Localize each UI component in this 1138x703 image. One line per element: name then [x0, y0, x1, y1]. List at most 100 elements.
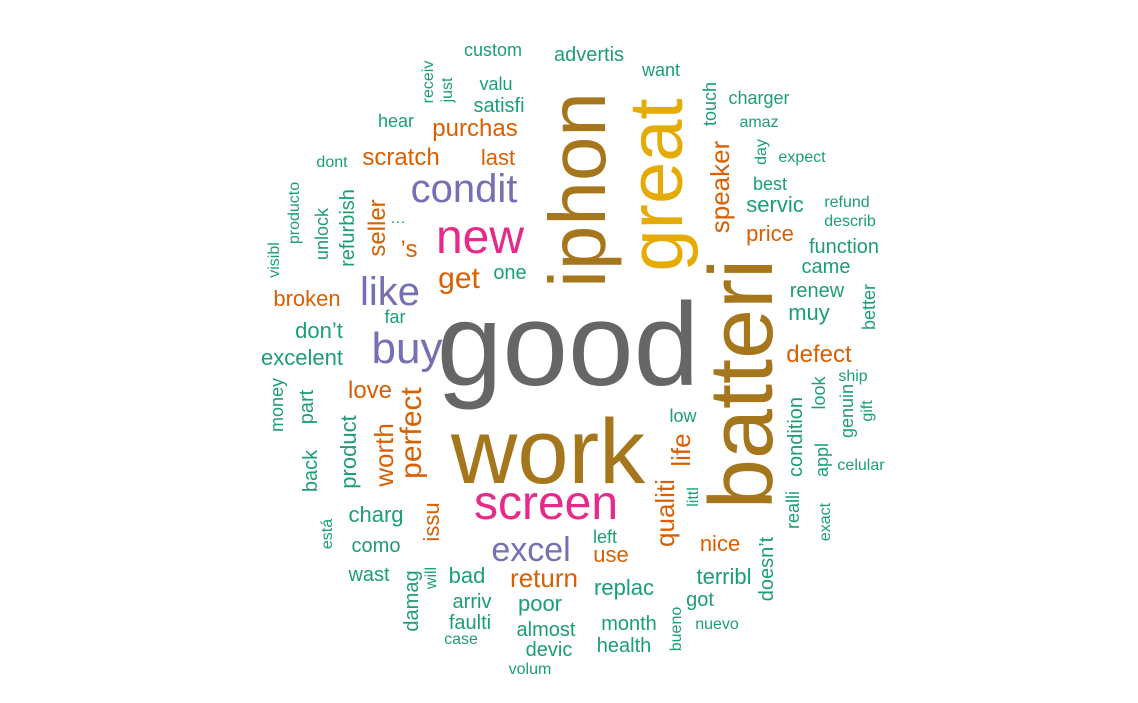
word-cloud-term: seller	[364, 199, 391, 257]
word-cloud-term: case	[444, 631, 478, 648]
word-cloud-term: issu	[419, 502, 444, 542]
word-cloud-term: look	[809, 376, 829, 410]
word-cloud-term: worth	[369, 423, 399, 487]
word-cloud-term: littl	[685, 487, 702, 507]
word-cloud-term: terribl	[696, 564, 752, 589]
word-cloud-term: faulti	[448, 612, 492, 634]
word-cloud-term: muy	[788, 300, 830, 325]
word-cloud-term: receiv	[420, 60, 437, 104]
word-cloud-term: charger	[728, 88, 790, 108]
word-cloud-term: bueno	[668, 606, 685, 652]
word-cloud-term: damag	[401, 570, 423, 632]
word-cloud-term: describ	[824, 213, 876, 230]
word-cloud-term: batteri	[692, 258, 792, 510]
word-cloud-term: visibl	[266, 242, 283, 278]
word-cloud-term: está	[319, 518, 336, 550]
word-cloud-term: touch	[700, 81, 720, 127]
word-cloud-term: ship	[838, 368, 868, 385]
word-cloud-term: hear	[377, 111, 415, 131]
word-cloud-term: satisfi	[473, 95, 525, 117]
word-cloud-term: producto	[286, 181, 303, 245]
word-cloud-term: one	[493, 262, 527, 284]
word-cloud-term: back	[300, 449, 322, 493]
word-cloud-term: como	[351, 535, 401, 557]
word-cloud-term: genuin	[837, 383, 857, 439]
word-cloud-term: buy	[371, 324, 443, 373]
word-cloud-term: like	[359, 270, 421, 314]
word-cloud-term: life	[666, 433, 696, 467]
word-cloud-term: charg	[348, 502, 404, 527]
word-cloud-term: better	[859, 283, 879, 331]
word-cloud-term: unlock	[312, 207, 332, 261]
word-cloud-term: renew	[789, 280, 845, 302]
word-cloud-term: new	[435, 211, 525, 264]
word-cloud-term: expect	[778, 149, 826, 166]
word-cloud-term: ’s	[400, 236, 418, 263]
word-cloud-term: nice	[699, 531, 741, 556]
word-cloud-term: condit	[410, 167, 518, 211]
word-cloud-term: just	[439, 77, 456, 103]
word-cloud-term: best	[752, 174, 788, 194]
word-cloud-term: low	[669, 406, 697, 426]
word-cloud-term: left	[592, 527, 618, 547]
word-cloud-term: will	[423, 566, 440, 590]
word-cloud-term: day	[753, 139, 770, 165]
word-cloud-term: don’t	[295, 318, 343, 343]
word-cloud-term: screen	[473, 477, 619, 530]
word-cloud-term: good	[436, 279, 700, 411]
word-cloud-term: gift	[859, 400, 876, 422]
word-cloud-term: defect	[786, 341, 852, 368]
word-cloud-term: want	[641, 60, 681, 80]
word-cloud-term: appl	[812, 442, 832, 478]
word-cloud-term: function	[808, 236, 880, 258]
word-cloud-term: excelent	[261, 345, 343, 370]
word-cloud-term: love	[347, 377, 393, 404]
word-cloud-term: work	[450, 401, 646, 503]
word-cloud-term: valu	[479, 74, 513, 94]
word-cloud-term: realli	[783, 490, 803, 530]
word-cloud-term: poor	[517, 591, 563, 616]
word-cloud-term: wast	[348, 564, 390, 586]
word-cloud-term: excel	[491, 531, 571, 569]
word-cloud-term: bad	[448, 563, 486, 588]
word-cloud-term: advertis	[553, 44, 625, 66]
word-cloud-term: iphon	[533, 92, 622, 288]
word-cloud-term: condition	[785, 396, 807, 478]
word-cloud-term: custom	[463, 40, 523, 60]
word-cloud-term: refurbish	[337, 189, 359, 267]
word-cloud-term: month	[601, 613, 657, 635]
word-cloud-term: return	[510, 563, 578, 593]
word-cloud-term: broken	[273, 286, 341, 311]
word-cloud-term: amaz	[739, 114, 779, 131]
word-cloud-term: devic	[525, 639, 573, 661]
word-cloud-term: purchas	[432, 115, 518, 142]
word-cloud-term: far	[384, 307, 406, 327]
word-cloud-term: came	[801, 256, 851, 278]
word-cloud-term: speaker	[705, 140, 735, 234]
word-cloud-term: part	[296, 389, 318, 425]
word-cloud-term: dont	[316, 154, 348, 171]
word-cloud-term: exact	[817, 502, 834, 542]
word-cloud-term: …	[390, 210, 406, 227]
word-cloud-term: volum	[508, 661, 552, 678]
word-cloud-term: refund	[824, 194, 870, 211]
word-cloud-term: get	[438, 262, 480, 295]
word-cloud-term: health	[596, 635, 652, 657]
word-cloud-term: almost	[516, 619, 576, 641]
word-cloud-term: arriv	[452, 591, 492, 613]
word-cloud-term: great	[614, 98, 699, 272]
word-cloud-term: servic	[746, 192, 804, 217]
word-cloud-term: product	[336, 415, 361, 489]
word-cloud-term: last	[480, 145, 516, 170]
word-cloud-term: replac	[594, 575, 654, 600]
word-cloud-term: perfect	[395, 387, 428, 479]
word-cloud-term: price	[746, 221, 794, 246]
word-cloud-term: doesn’t	[756, 536, 778, 602]
word-cloud-term: use	[593, 542, 629, 567]
word-cloud-term: celular	[837, 457, 885, 474]
word-cloud-term: money	[267, 377, 287, 433]
word-cloud-term: scratch	[362, 144, 440, 171]
word-cloud-term: got	[686, 589, 714, 611]
word-cloud-term: nuevo	[695, 616, 739, 633]
